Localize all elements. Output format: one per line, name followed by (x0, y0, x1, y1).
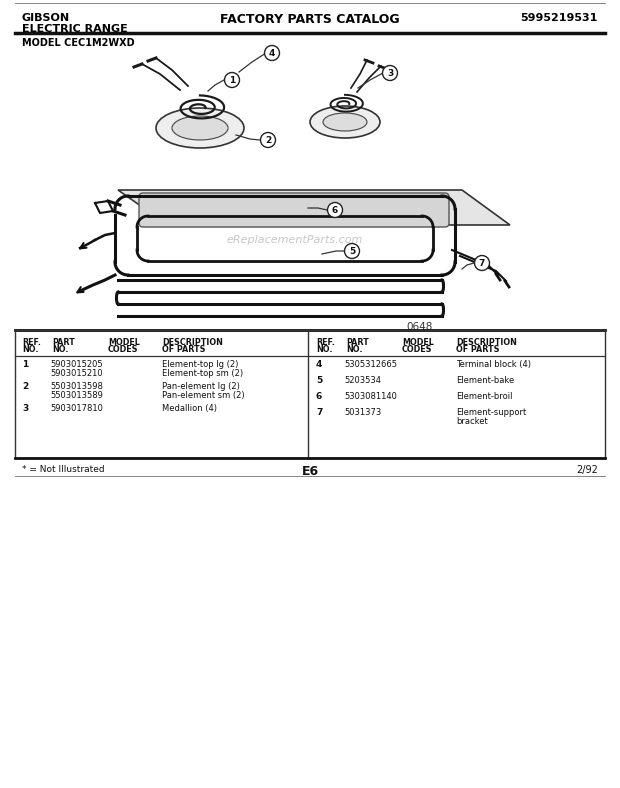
Text: 5903015210: 5903015210 (50, 369, 103, 378)
Text: 5: 5 (316, 376, 322, 385)
Circle shape (224, 72, 239, 87)
Text: OF PARTS: OF PARTS (456, 345, 500, 354)
Text: REF.: REF. (316, 338, 335, 347)
Circle shape (265, 46, 280, 61)
Text: 5995219531: 5995219531 (521, 13, 598, 23)
Circle shape (260, 132, 275, 147)
Ellipse shape (156, 108, 244, 148)
Text: 5903017810: 5903017810 (50, 404, 103, 413)
Text: 2: 2 (22, 382, 29, 391)
Text: Element-broil: Element-broil (456, 392, 513, 401)
Text: Element-bake: Element-bake (456, 376, 514, 385)
Text: NO.: NO. (346, 345, 363, 354)
Text: 7: 7 (316, 408, 322, 417)
Text: 5031373: 5031373 (344, 408, 381, 417)
Text: NO.: NO. (316, 345, 332, 354)
Text: Medallion (4): Medallion (4) (162, 404, 217, 413)
Text: 6: 6 (332, 206, 338, 214)
Text: PART: PART (346, 338, 369, 347)
Ellipse shape (323, 113, 367, 131)
Text: 2: 2 (265, 136, 271, 144)
Text: 5303081140: 5303081140 (344, 392, 397, 401)
Text: OF PARTS: OF PARTS (162, 345, 205, 354)
Ellipse shape (310, 106, 380, 138)
Text: 5503013589: 5503013589 (50, 391, 103, 400)
Text: ELECTRIC RANGE: ELECTRIC RANGE (22, 24, 128, 34)
Text: 5903015205: 5903015205 (50, 360, 103, 369)
Text: 4: 4 (269, 49, 275, 58)
Text: 5503013598: 5503013598 (50, 382, 103, 391)
Text: 2/92: 2/92 (576, 465, 598, 475)
Text: 0648: 0648 (407, 322, 433, 332)
Text: CODES: CODES (402, 345, 433, 354)
Text: 3: 3 (387, 69, 393, 77)
Text: 5: 5 (349, 247, 355, 255)
Text: 5305312665: 5305312665 (344, 360, 397, 369)
Text: NO.: NO. (22, 345, 38, 354)
Text: FACTORY PARTS CATALOG: FACTORY PARTS CATALOG (220, 13, 400, 26)
Text: Pan-element lg (2): Pan-element lg (2) (162, 382, 240, 391)
Text: 3: 3 (22, 404, 29, 413)
Text: 4: 4 (316, 360, 322, 369)
Text: GIBSON: GIBSON (22, 13, 70, 23)
Circle shape (383, 65, 397, 80)
Text: E6: E6 (301, 465, 319, 478)
FancyBboxPatch shape (139, 193, 449, 227)
Text: Terminal block (4): Terminal block (4) (456, 360, 531, 369)
Text: Pan-element sm (2): Pan-element sm (2) (162, 391, 245, 400)
Text: CODES: CODES (108, 345, 138, 354)
Text: MODEL: MODEL (402, 338, 434, 347)
Text: 7: 7 (479, 258, 485, 267)
Text: 1: 1 (229, 76, 235, 84)
Text: MODEL: MODEL (108, 338, 140, 347)
Text: NO.: NO. (52, 345, 68, 354)
Text: * = Not Illustrated: * = Not Illustrated (22, 465, 105, 474)
Ellipse shape (172, 116, 228, 140)
Text: Element-support: Element-support (456, 408, 526, 417)
Text: eReplacementParts.com: eReplacementParts.com (227, 235, 363, 245)
Text: Element-top sm (2): Element-top sm (2) (162, 369, 243, 378)
Text: MODEL CEC1M2WXD: MODEL CEC1M2WXD (22, 38, 135, 48)
Text: REF.: REF. (22, 338, 41, 347)
Text: DESCRIPTION: DESCRIPTION (162, 338, 223, 347)
Text: Element-top lg (2): Element-top lg (2) (162, 360, 238, 369)
Polygon shape (118, 190, 510, 225)
Text: 1: 1 (22, 360, 29, 369)
Text: bracket: bracket (456, 417, 488, 426)
Text: DESCRIPTION: DESCRIPTION (456, 338, 517, 347)
Circle shape (327, 203, 342, 217)
Circle shape (345, 243, 360, 258)
Text: PART: PART (52, 338, 75, 347)
Text: 5203534: 5203534 (344, 376, 381, 385)
Text: 6: 6 (316, 392, 322, 401)
Circle shape (474, 255, 490, 270)
